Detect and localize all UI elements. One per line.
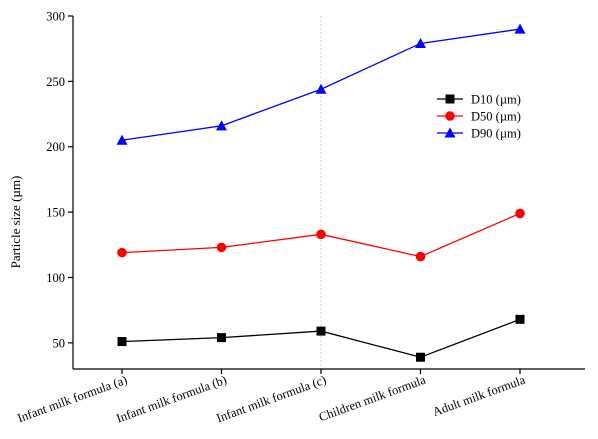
legend-label: D50 (µm) [471,110,521,124]
data-point [217,333,226,343]
y-axis: 50 100 150 200 250 300 [46,10,73,350]
legend-marker [444,127,456,138]
y-tick-label: 250 [46,75,65,89]
legend-label: D90 (µm) [471,127,521,141]
data-point [415,37,426,48]
data-point [316,229,326,240]
legend-marker [445,111,455,121]
series-layer [116,23,526,362]
data-point [116,134,128,145]
y-tick-label: 300 [46,10,65,24]
series-1 [117,314,525,362]
data-point [514,23,526,34]
data-point [117,337,127,347]
series-3 [116,23,526,145]
x-tick-label: Infant milk formula (b) [114,373,228,426]
data-point [315,83,327,94]
legend-marker [445,94,455,104]
x-tick-label: Infant milk formula (a) [16,373,129,426]
x-axis: Infant milk formula (a)Infant milk formu… [16,369,528,426]
y-tick-label: 50 [53,336,66,350]
x-tick-label: Adult milk formula [431,373,528,420]
data-point [216,120,227,131]
data-point [316,326,326,336]
series-2 [117,208,525,262]
legend-item: D50 (µm) [437,110,521,124]
legend-label: D10 (µm) [471,93,521,107]
x-tick-label: Children milk formula [317,373,428,425]
data-point [515,314,525,324]
data-point [515,208,525,219]
data-point [416,352,425,362]
legend-item: D10 (µm) [437,93,521,107]
y-tick-label: 100 [46,271,65,285]
data-point [117,247,127,258]
plot-area [72,16,585,370]
y-tick-label: 200 [46,140,65,154]
y-axis-title: Particle size (µm) [8,176,23,269]
y-tick-label: 150 [46,206,65,220]
legend: D10 (µm) D50 (µm) D90 (µm) [437,93,521,141]
x-tick-label: Infant milk formula (c) [215,373,328,426]
data-point [216,242,227,253]
data-point [415,251,426,262]
legend-item: D90 (µm) [437,127,521,141]
